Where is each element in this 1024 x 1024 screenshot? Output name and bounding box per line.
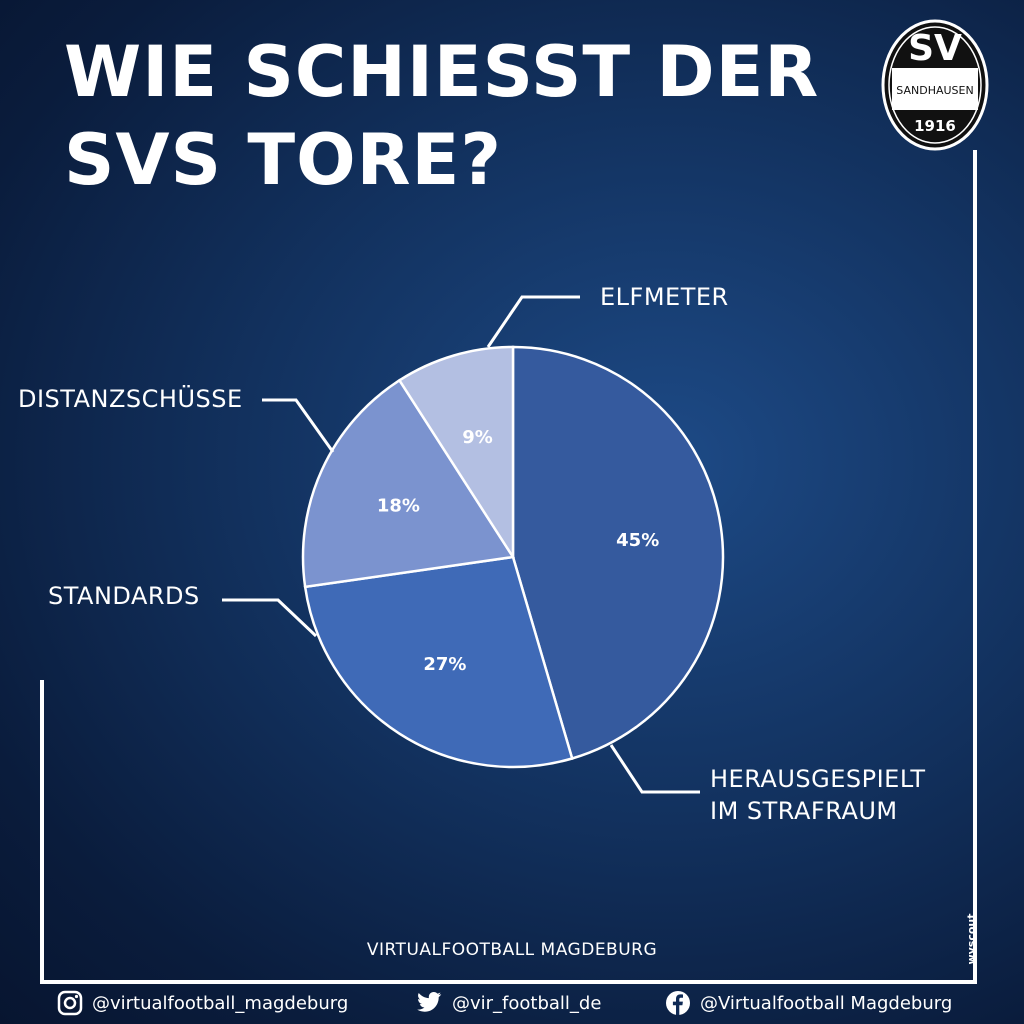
- pie-value-label-1: 45%: [616, 530, 659, 551]
- logo-year-text: 1916: [914, 117, 956, 135]
- leader-line-distanz: [262, 398, 335, 453]
- label-herausgespielt: HERAUSGESPIELT IM STRAFRAUM: [710, 763, 926, 827]
- pie-slice-4: [397, 345, 515, 562]
- instagram-handle-text: @virtualfootball_magdeburg: [92, 992, 349, 1014]
- leader-line-standards: [222, 598, 318, 638]
- title-line-2: SVS TORE?: [64, 119, 502, 201]
- facebook-handle[interactable]: @Virtualfootball Magdeburg: [664, 986, 952, 1020]
- label-standards: STANDARDS: [48, 582, 200, 610]
- footer-brand: VIRTUALFOOTBALL MAGDEBURG: [366, 940, 658, 960]
- label-herausgespielt-line-2: IM STRAFRAUM: [710, 797, 898, 825]
- facebook-handle-text: @Virtualfootball Magdeburg: [700, 992, 953, 1014]
- wyscout-credit: wyscout: [965, 913, 978, 965]
- label-distanzschuesse: DISTANZSCHÜSSE: [18, 385, 243, 413]
- twitter-handle[interactable]: @vir_football_de: [416, 986, 601, 1020]
- pie-value-label-2: 27%: [423, 654, 466, 675]
- title-line-1: WIE SCHIESST DER: [64, 31, 820, 113]
- leader-line-heraus: [609, 744, 700, 794]
- twitter-handle-text: @vir_football_de: [452, 992, 602, 1014]
- logo-name-text: SANDHAUSEN: [896, 84, 973, 97]
- pie-slice-2: [303, 555, 574, 769]
- frame-line-bottom: [40, 980, 977, 984]
- twitter-icon: [417, 992, 442, 1012]
- pie-slice-3: [301, 378, 516, 589]
- frame-line-right: [973, 150, 977, 984]
- facebook-icon: [666, 991, 690, 1015]
- pie-value-label-4: 9%: [462, 427, 493, 448]
- instagram-icon: [57, 990, 83, 1016]
- label-herausgespielt-line-1: HERAUSGESPIELT: [710, 765, 926, 793]
- logo-sv-text: SV: [908, 28, 962, 69]
- frame-line-left: [40, 680, 44, 984]
- instagram-handle[interactable]: @virtualfootball_magdeburg: [56, 986, 348, 1020]
- sv-sandhausen-logo: SV SANDHAUSEN 1916: [881, 19, 989, 151]
- pie-slice-1: [511, 345, 725, 761]
- page-title: WIE SCHIESST DER SVS TORE?: [64, 28, 819, 204]
- leader-line-elfmeter: [486, 295, 580, 348]
- label-elfmeter: ELFMETER: [600, 283, 729, 311]
- pie-value-label-3: 18%: [377, 496, 420, 517]
